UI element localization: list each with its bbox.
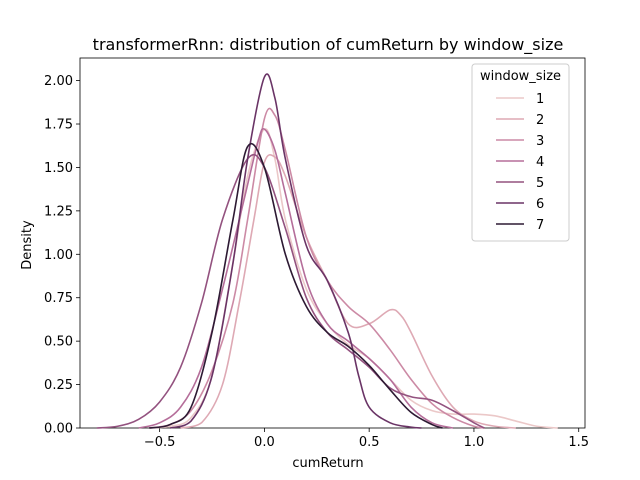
density-line-window-7 (149, 142, 443, 429)
y-tick-label: 2.00 (44, 74, 73, 89)
legend-box (471, 63, 570, 242)
legend-label-window-5: 5 (536, 176, 544, 191)
legend-label-window-3: 3 (536, 134, 544, 149)
x-tick-label: 0.0 (254, 435, 275, 450)
legend-label-window-6: 6 (536, 197, 544, 212)
x-tick-label: 1.0 (464, 435, 485, 450)
axes-frame (79, 57, 586, 429)
legend-label-window-1: 1 (536, 92, 544, 107)
plot-area: −0.5 0.0 0.5 1.0 1.5 0.00 0.25 0.50 0.75 1.00 1.25… (44, 57, 589, 450)
x-axis-label: cumReturn (292, 456, 363, 471)
legend: window_size 1 2 3 4 5 6 7 (471, 63, 570, 242)
y-axis-label: Density (20, 220, 35, 270)
x-tick-label: 1.5 (568, 435, 589, 450)
y-tick-label: 0.75 (44, 291, 73, 306)
legend-label-window-4: 4 (536, 155, 544, 170)
y-tick-label: 1.75 (44, 118, 73, 133)
y-tick-label: 1.25 (44, 204, 73, 219)
y-tick-label: 0.25 (44, 378, 73, 393)
x-tick-label: −0.5 (144, 435, 176, 450)
density-line-window-5 (96, 153, 485, 429)
legend-label-window-7: 7 (536, 218, 544, 233)
y-tick-label: 1.50 (44, 161, 73, 176)
y-tick-label: 0.00 (44, 422, 73, 437)
density-line-window-3 (149, 107, 485, 429)
y-tick-label: 1.00 (44, 248, 73, 263)
density-line-window-4 (138, 127, 454, 429)
legend-title: window_size (480, 69, 561, 84)
y-tick-label: 0.50 (44, 335, 73, 350)
legend-label-window-2: 2 (536, 113, 544, 128)
x-tick-label: 0.5 (359, 435, 380, 450)
chart-title: transformerRnn: distribution of cumRetur… (93, 35, 564, 55)
density-line-window-6 (169, 73, 422, 429)
